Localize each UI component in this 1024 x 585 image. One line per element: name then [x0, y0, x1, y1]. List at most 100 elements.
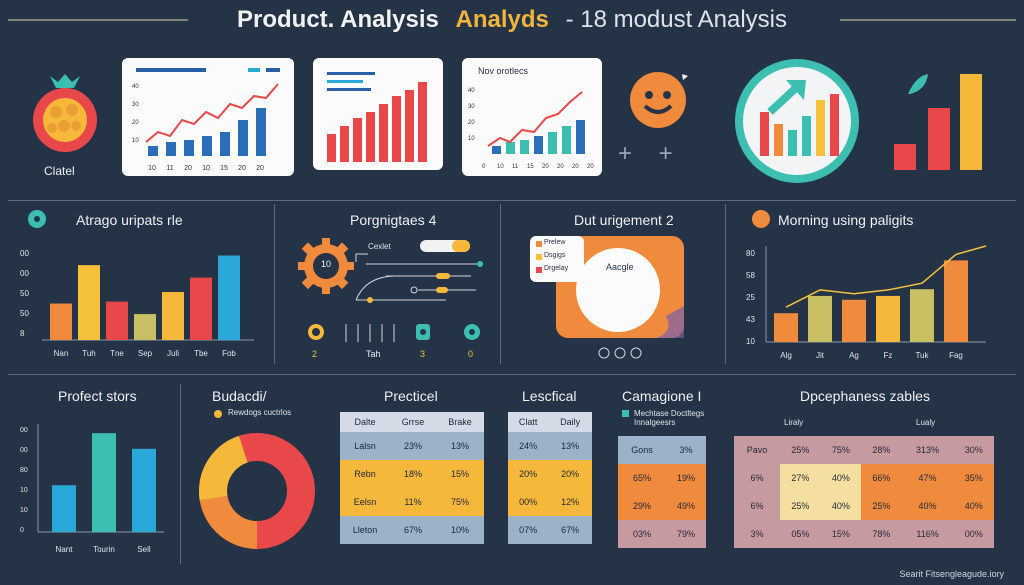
table3-legend-line2: Innalgeesrs: [634, 418, 676, 427]
chart1-bar: [148, 146, 158, 156]
table-row[interactable]: Pavo 25% 75% 28% 313% 30%: [734, 436, 994, 464]
chart-card-3[interactable]: 0 10 11 15 20 20 20 20 40 30 20 10 Nov orotlecs: [462, 58, 602, 176]
mid1-bar: [78, 265, 100, 340]
table-cell: Rebn: [340, 460, 391, 488]
footer-credit: Searit Fitsengleagude.iory: [899, 569, 1004, 579]
legend-item: Drgelay: [544, 265, 569, 272]
chart1-x-tick: 10: [202, 165, 210, 172]
bottom-panel2-title: Budacdi/: [212, 388, 267, 404]
chart2-bar: [327, 134, 336, 162]
chart1-x-tick: 15: [220, 165, 228, 172]
table-cell: 79%: [665, 520, 706, 548]
legend-swatch: [536, 241, 542, 247]
bottom-panel1-chart[interactable]: 00 00 80 10 10 0 Nant Tourin Sell: [14, 420, 174, 566]
table-header-cell[interactable]: Brake: [435, 412, 484, 432]
slider-group[interactable]: [296, 240, 496, 330]
title-divider-left: [8, 19, 188, 21]
title-part-1: Product. Analysis: [237, 6, 439, 33]
table-row[interactable]: 65% 19%: [618, 464, 706, 492]
table-cell: 40%: [901, 492, 954, 520]
chart2-bar: [405, 90, 414, 162]
mid4-trend-line: [785, 245, 987, 308]
chart3-x-tick: 20: [572, 164, 579, 170]
table-row[interactable]: 24% 13%: [508, 432, 592, 460]
table-header-cell[interactable]: Daily: [548, 412, 592, 432]
table-row[interactable]: Rebn 18% 15%: [340, 460, 484, 488]
table-cell: 05%: [780, 520, 821, 548]
table-header-cell[interactable]: Dalte: [340, 412, 391, 432]
chart3-x-tick: 15: [527, 164, 534, 170]
table-header-cell[interactable]: Grrse: [390, 412, 436, 432]
budget-donut-chart[interactable]: [198, 432, 316, 550]
progress-toggle[interactable]: [420, 240, 470, 252]
chart1-bar: [184, 140, 194, 156]
table-cell: 20%: [508, 460, 549, 488]
table-row[interactable]: 6% 27% 40% 66% 47% 35%: [734, 464, 994, 492]
table-cell: 15%: [820, 520, 862, 548]
table-cell: 6%: [734, 464, 781, 492]
table4-sub-left: Liraly: [784, 418, 804, 427]
table-cell: 27%: [780, 464, 821, 492]
chart3-y-tick: 20: [468, 120, 475, 126]
mid1-x-label: Tbe: [194, 349, 208, 358]
chart1-x-tick: 10: [148, 165, 156, 172]
title-part-3: - 18 modust Analysis: [565, 6, 787, 33]
bottom-panel1-svg: 00 00 80 10 10 0 Nant Tourin Sell: [20, 424, 164, 554]
chart1-x-tick: 20: [184, 165, 192, 172]
table-cell: 15%: [435, 460, 484, 488]
table-row[interactable]: 07% 67%: [508, 516, 592, 544]
mid4-x-label: Ag: [849, 351, 859, 360]
chart-card-1[interactable]: 10 11 20 10 15 20 20 40 30 20 10: [122, 58, 294, 176]
table-cell: 30%: [953, 436, 994, 464]
title-part-2: Analyds: [455, 6, 549, 33]
chart2-svg: [327, 72, 427, 162]
table-header-cell[interactable]: Clatt: [508, 412, 549, 432]
table-row[interactable]: 3% 05% 15% 78% 116% 00%: [734, 520, 994, 548]
mid4-bar: [774, 313, 798, 342]
chart3-bar: [562, 126, 571, 154]
chart-card-2[interactable]: [313, 58, 443, 170]
table-row[interactable]: 20% 20%: [508, 460, 592, 488]
chart3-bar: [576, 120, 585, 154]
chart3-title: Nov orotlecs: [478, 66, 529, 76]
chart3-x-tick: 10: [497, 164, 504, 170]
mid4-bar: [910, 289, 934, 342]
table-cell: 07%: [508, 516, 549, 544]
chart3-y-tick: 30: [468, 104, 475, 110]
chart1-trend-line: [145, 83, 279, 143]
table-cell: 47%: [901, 464, 954, 492]
chart1-bar: [220, 132, 230, 156]
chart1-bar: [166, 142, 176, 156]
donut-panel[interactable]: Aacgle: [556, 236, 684, 338]
card2-text-line: [327, 72, 375, 75]
table-row[interactable]: 29% 49%: [618, 492, 706, 520]
chart1-y-tick: 30: [132, 102, 139, 108]
chart1-bar: [202, 136, 212, 156]
mid-panel1-chart[interactable]: 00 00 50 50 8 Nan Tuh Tne Sep Juli Tbe Fob: [14, 238, 264, 364]
table-cell: 13%: [548, 432, 592, 460]
plus-signs: + +: [618, 140, 683, 167]
mid-panel1-title: Atrago uripats rle: [76, 212, 183, 228]
table-row[interactable]: Gons 3%: [618, 436, 706, 464]
table-cell: 00%: [508, 488, 549, 516]
ring-growth-chart: [730, 54, 864, 188]
mini-bar-group: [890, 70, 990, 174]
chart1-x-tick: 20: [256, 165, 264, 172]
mid1-x-label: Nan: [54, 349, 69, 358]
table4: Pavo 25% 75% 28% 313% 30% 6% 27% 40% 66% 47% 35% 6% 2…: [734, 436, 994, 548]
table-row[interactable]: Lleton 67% 10%: [340, 516, 484, 544]
mid1-x-label: Tuh: [82, 349, 96, 358]
chart1-svg: 10 11 20 10 15 20 20 40 30 20 10: [132, 68, 280, 172]
mid-panel4-chart[interactable]: 80 58 25 43 10 Alg Jit Ag Fz Tuk Fag: [736, 238, 996, 364]
bottom1-x-label: Sell: [137, 545, 151, 554]
table-row[interactable]: 6% 25% 40% 25% 40% 40%: [734, 492, 994, 520]
mid1-bar: [106, 301, 128, 340]
table-row[interactable]: Lalsn 23% 13%: [340, 432, 484, 460]
table-cell: 29%: [618, 492, 666, 520]
table-row[interactable]: 03% 79%: [618, 520, 706, 548]
table-row[interactable]: 00% 12%: [508, 488, 592, 516]
table4-sub-right: Lualy: [916, 418, 936, 427]
table-row[interactable]: Eelsn 11% 75%: [340, 488, 484, 516]
table-cell: 65%: [618, 464, 666, 492]
col-divider: [500, 204, 501, 364]
